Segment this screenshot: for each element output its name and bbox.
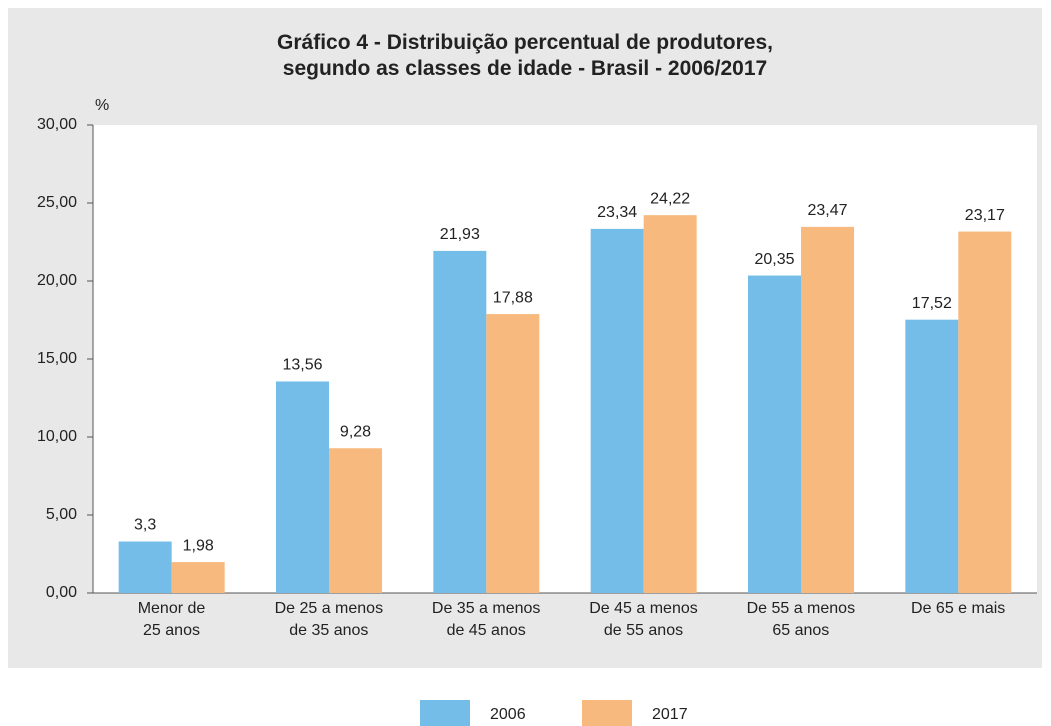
x-tick-label: De 35 a menos de 45 anos: [431, 600, 541, 639]
y-tick-label: 10,00: [37, 428, 77, 445]
bar: [276, 381, 329, 593]
y-axis-label: %: [95, 97, 109, 114]
value-label: 1,98: [183, 537, 214, 554]
legend-swatch: [582, 700, 632, 726]
bar: [905, 319, 959, 593]
y-tick-label: 0,00: [46, 584, 77, 601]
value-label: 24,22: [650, 190, 690, 207]
x-tick-label: De 65 e mais: [911, 600, 1006, 617]
value-label: 23,34: [597, 204, 637, 221]
legend-label: 2017: [652, 706, 688, 723]
legend-swatch: [420, 700, 470, 726]
x-tick-label: De 45 a menos de 55 anos: [589, 600, 698, 639]
bar: [433, 250, 487, 593]
plot-area: [93, 125, 1037, 593]
value-label: 17,88: [493, 289, 533, 306]
bar: [486, 314, 540, 593]
y-tick-label: 20,00: [37, 272, 77, 289]
bar: [801, 226, 854, 594]
bar: [958, 231, 1012, 593]
value-label: 17,52: [912, 295, 952, 312]
y-tick-label: 5,00: [46, 506, 77, 523]
value-label: 23,47: [807, 202, 847, 219]
bar: [748, 275, 801, 593]
value-label: 20,35: [754, 251, 794, 268]
bar: [171, 562, 225, 593]
y-tick-label: 15,00: [37, 350, 77, 367]
x-tick-label: De 55 a menos 65 anos: [746, 600, 856, 639]
bar: [118, 541, 172, 593]
legend-label: 2006: [490, 706, 526, 723]
value-label: 9,28: [340, 423, 371, 440]
x-tick-label: Menor de 25 anos: [137, 600, 206, 639]
bar: [329, 448, 382, 593]
value-label: 13,56: [282, 357, 322, 374]
chart-title: Gráfico 4 - Distribuição percentual de p…: [277, 31, 773, 80]
y-tick-label: 25,00: [37, 194, 77, 211]
x-tick-label: De 25 a menos de 35 anos: [274, 600, 384, 639]
value-label: 23,17: [965, 207, 1005, 224]
value-label: 3,3: [134, 517, 156, 534]
bar: [590, 228, 644, 593]
value-label: 21,93: [440, 226, 480, 243]
y-tick-label: 30,00: [37, 116, 77, 133]
bar: [643, 215, 697, 593]
